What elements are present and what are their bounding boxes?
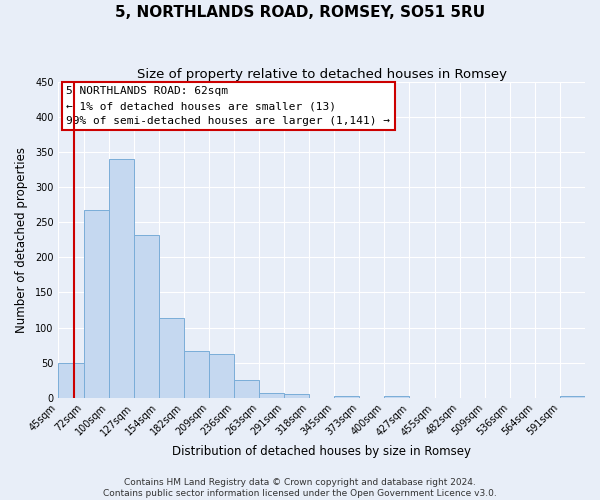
Text: 5 NORTHLANDS ROAD: 62sqm
← 1% of detached houses are smaller (13)
99% of semi-de: 5 NORTHLANDS ROAD: 62sqm ← 1% of detache… (67, 86, 391, 126)
Bar (159, 318, 184, 398)
Bar (385, 396, 409, 398)
Bar (259, 393, 284, 398)
X-axis label: Distribution of detached houses by size in Romsey: Distribution of detached houses by size … (172, 444, 471, 458)
Bar (234, 380, 259, 398)
Title: Size of property relative to detached houses in Romsey: Size of property relative to detached ho… (137, 68, 507, 80)
Bar (184, 350, 209, 398)
Bar (334, 396, 359, 398)
Text: 5, NORTHLANDS ROAD, ROMSEY, SO51 5RU: 5, NORTHLANDS ROAD, ROMSEY, SO51 5RU (115, 5, 485, 20)
Bar (560, 396, 585, 398)
Text: Contains HM Land Registry data © Crown copyright and database right 2024.
Contai: Contains HM Land Registry data © Crown c… (103, 478, 497, 498)
Bar (209, 354, 234, 398)
Bar (109, 159, 134, 398)
Y-axis label: Number of detached properties: Number of detached properties (15, 146, 28, 332)
Bar (58, 362, 83, 398)
Bar (83, 210, 109, 398)
Bar (284, 394, 309, 398)
Bar (134, 235, 159, 398)
